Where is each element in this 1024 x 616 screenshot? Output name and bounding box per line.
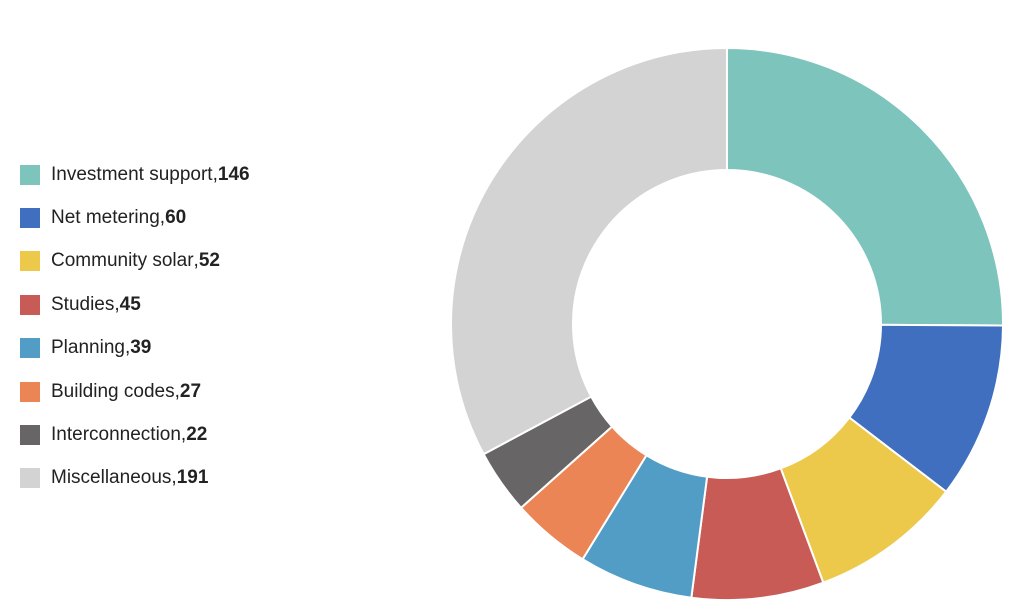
legend-swatch: [20, 468, 40, 489]
legend-separator: ,: [180, 424, 187, 446]
legend-swatch: [20, 381, 40, 402]
legend-value: 22: [186, 424, 208, 446]
legend-item-miscellaneous: Miscellaneous, 191: [20, 457, 400, 500]
legend-separator: ,: [212, 163, 218, 185]
legend-separator: ,: [114, 293, 120, 315]
legend-value: 191: [176, 467, 209, 489]
legend-separator: ,: [174, 380, 180, 402]
legend-value: 52: [198, 250, 220, 272]
legend-separator: ,: [159, 207, 166, 229]
legend-label: Net metering: [51, 207, 160, 229]
legend-separator: ,: [124, 337, 131, 359]
chart-legend: Investment support, 146 Net metering, 60 C…: [20, 153, 400, 500]
legend-item-building-codes: Building codes, 27: [20, 370, 400, 413]
legend-swatch: [20, 251, 40, 272]
legend-item-interconnection: Interconnection, 22: [20, 413, 400, 456]
legend-label: Community solar: [51, 250, 194, 272]
legend-item-investment-support: Investment support, 146: [20, 153, 400, 196]
donut-slices: [450, 46, 1005, 601]
slice-miscellaneous: [450, 46, 728, 456]
legend-separator: ,: [193, 250, 199, 272]
legend-value: 45: [119, 293, 141, 315]
slice-investment-support: [726, 46, 1005, 327]
legend-swatch: [20, 294, 40, 315]
legend-value: 146: [217, 163, 250, 185]
legend-item-net-metering: Net metering, 60: [20, 196, 400, 239]
legend-label: Miscellaneous: [51, 467, 172, 489]
legend-label: Planning: [51, 337, 125, 359]
legend-value: 39: [130, 337, 152, 359]
legend-value: 27: [179, 380, 202, 402]
legend-label: Building codes: [51, 380, 175, 402]
legend-label: Investment support: [51, 163, 213, 185]
legend-swatch: [20, 338, 40, 359]
legend-separator: ,: [171, 467, 177, 489]
legend-item-planning: Planning, 39: [20, 327, 400, 370]
legend-item-studies: Studies, 45: [20, 283, 400, 326]
legend-label: Interconnection: [51, 424, 181, 446]
legend-swatch: [20, 164, 40, 185]
legend-value: 60: [165, 207, 187, 229]
legend-swatch: [20, 208, 40, 229]
legend-item-community-solar: Community solar, 52: [20, 240, 400, 283]
legend-swatch: [20, 425, 40, 446]
legend-label: Studies: [51, 293, 115, 315]
